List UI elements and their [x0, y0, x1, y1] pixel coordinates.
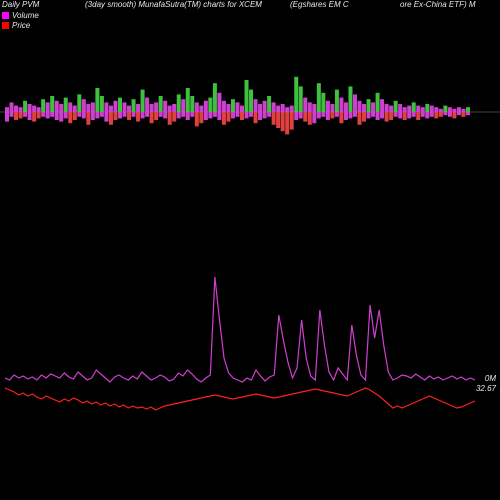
- axis-label-0m: 0M: [485, 374, 496, 383]
- chart-canvas: [0, 0, 500, 500]
- axis-label-price: 32.67: [476, 384, 496, 393]
